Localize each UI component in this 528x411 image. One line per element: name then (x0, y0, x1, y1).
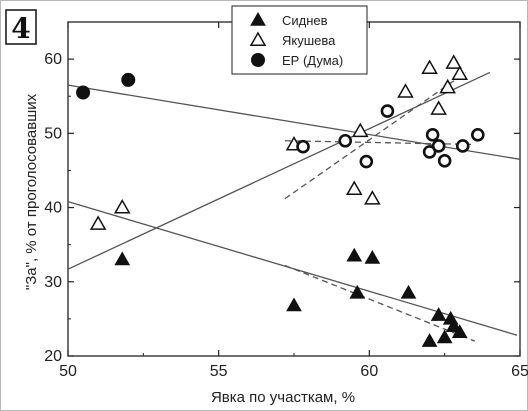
data-point-filled-triangle (349, 284, 366, 299)
y-tick-label: 20 (44, 348, 62, 365)
legend-marker-filled-triangle (250, 11, 266, 26)
data-point-open-triangle (364, 190, 381, 205)
y-tick-label: 30 (44, 274, 62, 291)
y-tick-label: 50 (44, 125, 62, 142)
y-axis-label: "За", % от проголосовавших (23, 93, 40, 290)
data-point-open-circle (431, 139, 446, 153)
panel-label-text: 4 (11, 12, 30, 45)
data-point-filled-triangle (400, 284, 417, 299)
legend (231, 5, 368, 75)
trend-line-solid (67, 200, 518, 336)
data-point-open-circle (338, 133, 353, 148)
data-point-open-triangle (89, 215, 107, 230)
trend-line-solid (67, 71, 491, 270)
panel-label: 4 (5, 9, 37, 45)
y-tick-label: 60 (44, 51, 62, 68)
data-point-open-circle (296, 139, 310, 154)
legend-marker-filled-circle (251, 53, 265, 67)
data-point-open-circle (425, 128, 440, 142)
x-tick-label: 50 (59, 363, 77, 380)
data-point-open-triangle (445, 54, 462, 69)
data-point-filled-triangle (445, 318, 462, 333)
data-point-open-triangle (352, 122, 369, 138)
data-point-open-circle (359, 154, 374, 169)
data-point-open-triangle (113, 199, 131, 214)
data-point-open-triangle (439, 78, 456, 94)
data-point-open-triangle (430, 100, 447, 115)
data-point-open-circle (471, 128, 485, 142)
x-tick-label: 55 (210, 363, 228, 380)
data-point-filled-triangle (286, 297, 302, 312)
trend-line-dashed (284, 71, 467, 200)
data-point-open-circle (380, 104, 395, 118)
data-point-open-triangle (397, 83, 414, 98)
data-point-filled-circle (121, 72, 136, 87)
data-point-filled-triangle (364, 250, 381, 264)
data-point-open-triangle (345, 180, 363, 195)
data-point-filled-triangle (114, 251, 131, 266)
legend-label: Якушева (282, 33, 336, 48)
trend-line-dashed (284, 140, 475, 146)
data-point-filled-triangle (451, 324, 468, 338)
data-point-open-triangle (451, 65, 469, 80)
x-axis-label: Явка по участкам, % (211, 389, 355, 406)
legend-marker-open-triangle (249, 31, 267, 46)
legend-label: ЕР (Дума) (282, 53, 343, 68)
data-point-filled-triangle (421, 333, 438, 347)
y-tick-label: 40 (44, 200, 62, 217)
data-point-open-triangle (421, 59, 438, 75)
data-point-filled-triangle (346, 247, 363, 262)
legend-label: Сиднев (282, 13, 328, 28)
data-point-filled-triangle (430, 307, 447, 321)
x-tick-label: 60 (360, 363, 378, 380)
trend-line-dashed (284, 264, 476, 342)
data-point-open-circle (455, 139, 470, 153)
data-point-open-circle (437, 153, 452, 168)
x-tick-label: 65 (511, 363, 528, 380)
data-point-open-circle (422, 145, 437, 159)
data-point-filled-circle (76, 85, 91, 100)
data-point-filled-triangle (436, 329, 453, 344)
